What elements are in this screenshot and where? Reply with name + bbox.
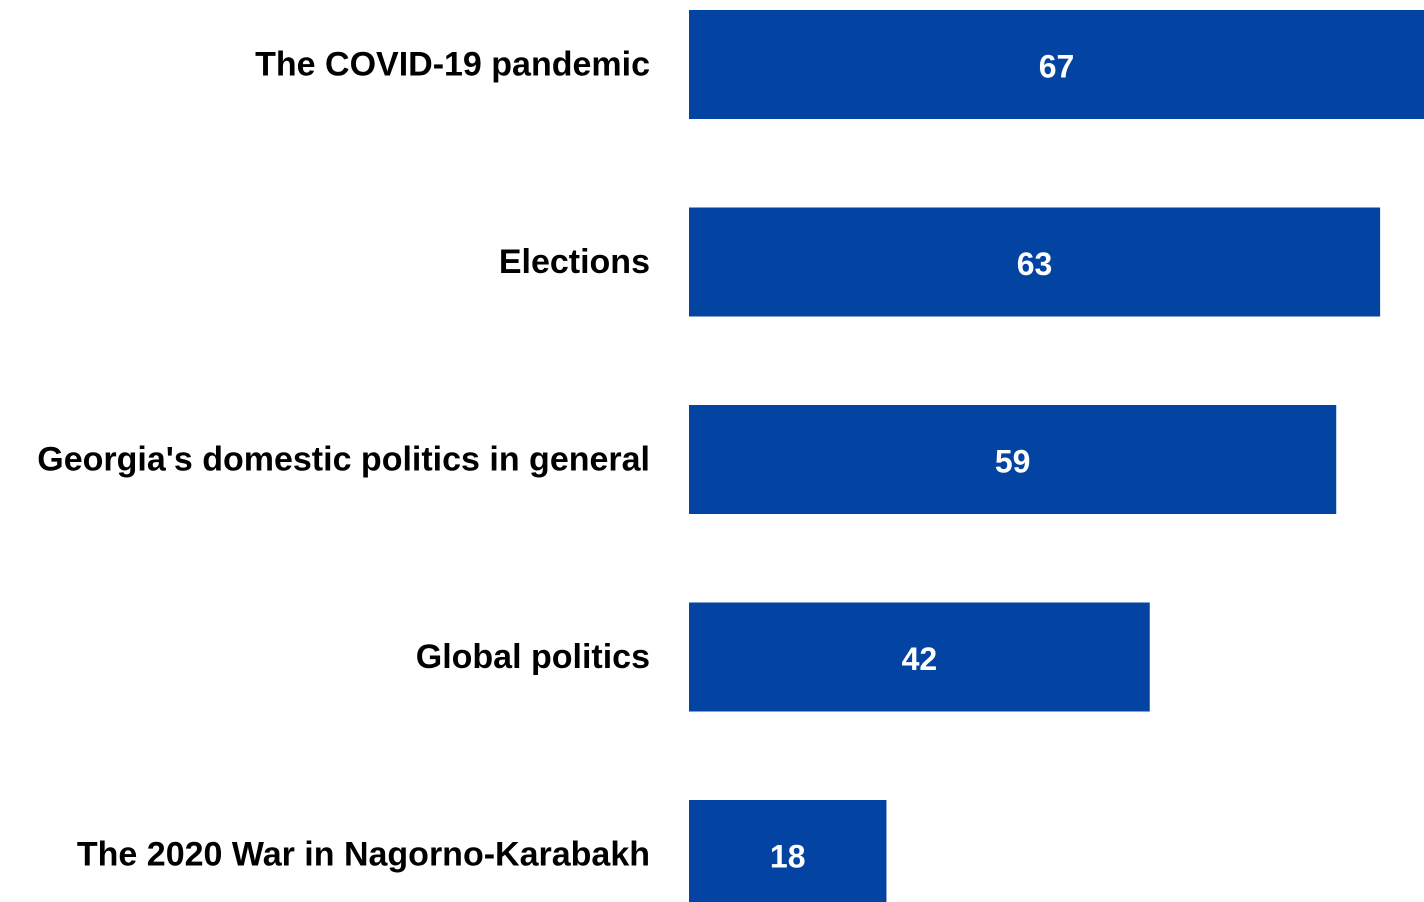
bar-3 — [689, 602, 1150, 712]
category-label-3: Global politics — [416, 638, 650, 676]
value-label-1: 63 — [1017, 246, 1053, 282]
bar-4 — [689, 800, 887, 902]
value-label-3: 42 — [902, 641, 938, 677]
category-label-4: The 2020 War in Nagorno-Karabakh — [77, 836, 650, 874]
bars-group — [689, 10, 1424, 902]
category-label-0: The COVID-19 pandemic — [255, 46, 650, 84]
value-label-4: 18 — [770, 839, 806, 875]
bar-2 — [689, 405, 1337, 514]
category-label-2: Georgia's domestic politics in general — [37, 441, 650, 479]
category-label-1: Elections — [499, 243, 650, 281]
value-label-2: 59 — [995, 444, 1031, 480]
bar-0 — [689, 10, 1424, 119]
bar-1 — [689, 207, 1381, 317]
value-labels-group: 67 63 59 42 18 — [770, 49, 1074, 875]
category-labels-group: The COVID-19 pandemic Elections Georgia's … — [37, 46, 650, 874]
value-label-0: 67 — [1039, 49, 1075, 85]
